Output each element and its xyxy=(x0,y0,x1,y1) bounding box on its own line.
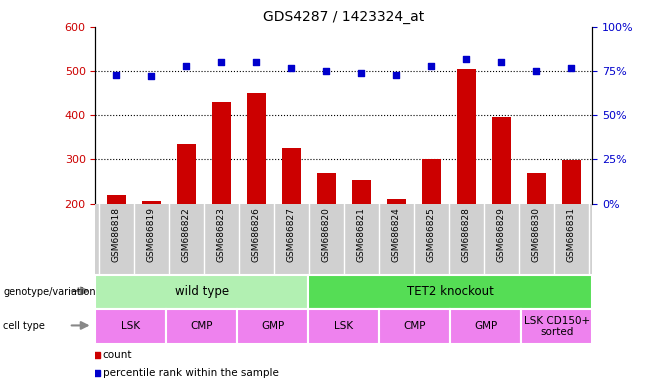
Text: LSK: LSK xyxy=(334,321,353,331)
Text: GSM686829: GSM686829 xyxy=(497,207,506,262)
Bar xyxy=(521,309,592,344)
Text: cell type: cell type xyxy=(3,321,45,331)
Point xyxy=(146,73,157,79)
Text: GSM686828: GSM686828 xyxy=(462,207,470,262)
Text: genotype/variation: genotype/variation xyxy=(3,287,96,297)
Point xyxy=(391,71,401,78)
Text: GSM686822: GSM686822 xyxy=(182,207,191,262)
Text: GSM686831: GSM686831 xyxy=(567,207,576,262)
Bar xyxy=(107,195,126,204)
Bar xyxy=(526,173,546,204)
Bar xyxy=(351,180,371,204)
Text: GSM686819: GSM686819 xyxy=(147,207,156,262)
Point xyxy=(356,70,367,76)
Text: GSM686818: GSM686818 xyxy=(112,207,121,262)
Bar xyxy=(212,102,231,204)
Point xyxy=(286,65,297,71)
Bar xyxy=(166,309,238,344)
Bar xyxy=(141,201,161,204)
Text: CMP: CMP xyxy=(403,321,426,331)
Text: GMP: GMP xyxy=(261,321,284,331)
Point xyxy=(461,56,472,62)
Bar xyxy=(316,173,336,204)
Text: GMP: GMP xyxy=(474,321,497,331)
Text: GSM686821: GSM686821 xyxy=(357,207,366,262)
Bar xyxy=(95,309,166,344)
Point xyxy=(251,59,262,65)
Text: CMP: CMP xyxy=(191,321,213,331)
Text: GSM686827: GSM686827 xyxy=(287,207,296,262)
Bar xyxy=(422,159,441,204)
Point xyxy=(531,68,542,74)
Bar xyxy=(387,199,406,204)
Text: GSM686823: GSM686823 xyxy=(217,207,226,262)
Bar xyxy=(309,309,379,344)
Bar xyxy=(379,309,450,344)
Point xyxy=(216,59,226,65)
Text: GSM686824: GSM686824 xyxy=(392,207,401,262)
Text: TET2 knockout: TET2 knockout xyxy=(407,285,494,298)
Bar xyxy=(247,93,266,204)
Bar xyxy=(95,275,309,309)
Point xyxy=(321,68,332,74)
Point xyxy=(566,65,576,71)
Bar xyxy=(309,275,592,309)
Point xyxy=(496,59,507,65)
Bar xyxy=(282,148,301,204)
Text: percentile rank within the sample: percentile rank within the sample xyxy=(103,368,279,378)
Bar xyxy=(561,160,581,204)
Text: GSM686830: GSM686830 xyxy=(532,207,541,262)
Text: GSM686820: GSM686820 xyxy=(322,207,331,262)
Bar xyxy=(492,116,511,204)
Bar xyxy=(177,144,196,204)
Bar xyxy=(450,309,521,344)
Text: wild type: wild type xyxy=(175,285,229,298)
Text: GSM686825: GSM686825 xyxy=(427,207,436,262)
Text: GSM686826: GSM686826 xyxy=(252,207,261,262)
Title: GDS4287 / 1423324_at: GDS4287 / 1423324_at xyxy=(263,10,424,25)
Point xyxy=(111,71,122,78)
Point xyxy=(426,63,436,69)
Point xyxy=(181,63,191,69)
Bar xyxy=(238,309,309,344)
Text: LSK: LSK xyxy=(121,321,140,331)
Text: count: count xyxy=(103,350,132,360)
Bar xyxy=(457,69,476,204)
Text: LSK CD150+
sorted: LSK CD150+ sorted xyxy=(524,316,590,337)
